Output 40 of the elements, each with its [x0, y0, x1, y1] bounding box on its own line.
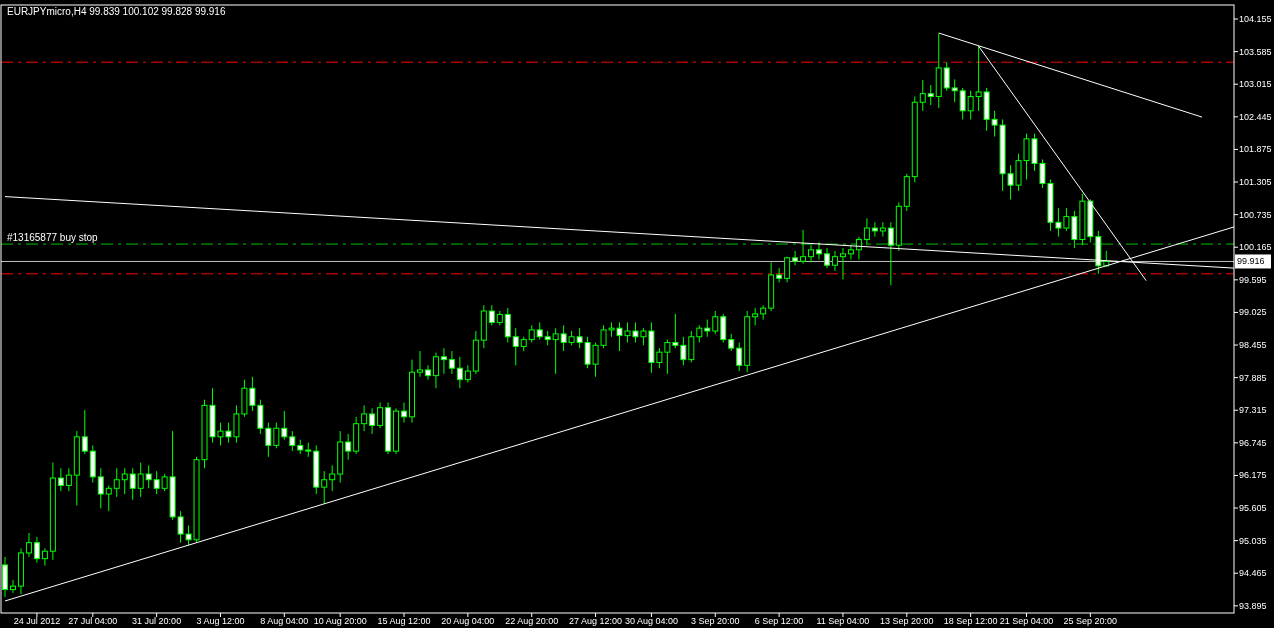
y-tick-label: 96.745	[1239, 437, 1267, 448]
ref-line-label: #13165877 buy stop	[7, 232, 99, 244]
y-tick-label: 97.885	[1239, 372, 1267, 383]
y-tick-label: 103.585	[1239, 46, 1272, 57]
y-tick-label: 95.605	[1239, 503, 1267, 514]
x-tick-label: 18 Sep 12:00	[943, 616, 998, 626]
x-tick-label: 15 Aug 12:00	[377, 616, 431, 626]
y-tick-label: 100.165	[1239, 242, 1272, 253]
x-tick-label: 13 Sep 20:00	[880, 616, 934, 626]
y-tick-label: 102.445	[1239, 111, 1272, 122]
x-tick-label: 8 Aug 04:00	[260, 616, 309, 626]
y-tick-label: 98.455	[1239, 340, 1267, 351]
x-tick-label: 20 Aug 04:00	[441, 616, 495, 626]
x-tick-label: 22 Aug 20:00	[505, 616, 559, 626]
x-tick-label: 30 Aug 04:00	[624, 616, 678, 626]
x-tick-label: 21 Sep 04:00	[999, 616, 1054, 626]
x-tick-label: 24 Jul 2012	[13, 616, 61, 626]
x-tick-label: 27 Jul 04:00	[68, 616, 118, 626]
y-tick-label: 94.465	[1239, 568, 1267, 579]
y-tick-label: 103.015	[1239, 79, 1272, 90]
y-tick-label: 101.875	[1239, 144, 1272, 155]
y-tick-label: 95.035	[1239, 535, 1267, 546]
y-tick-label: 96.175	[1239, 470, 1267, 481]
x-tick-label: 10 Aug 20:00	[313, 616, 367, 626]
x-tick-label: 3 Sep 20:00	[690, 616, 740, 626]
x-tick-label: 27 Aug 12:00	[569, 616, 623, 626]
y-tick-label: 97.315	[1239, 405, 1267, 416]
y-tick-label: 99.595	[1239, 274, 1267, 285]
ref-line-label: 99.916	[1237, 256, 1265, 267]
y-tick-label: 104.155	[1239, 14, 1272, 25]
x-tick-label: 11 Sep 04:00	[816, 616, 870, 626]
chart-title: EURJPYmicro,H4 99.839 100.102 99.828 99.916	[7, 6, 226, 17]
y-tick-label: 100.735	[1239, 209, 1272, 220]
x-tick-label: 25 Sep 20:00	[1063, 616, 1118, 626]
x-tick-label: 6 Sep 12:00	[754, 616, 804, 626]
y-tick-label: 101.305	[1239, 177, 1272, 188]
y-tick-label: 99.025	[1239, 307, 1267, 318]
x-tick-label: 3 Aug 12:00	[196, 616, 245, 626]
y-tick-label: 93.895	[1239, 600, 1267, 611]
x-tick-label: 31 Jul 20:00	[132, 616, 182, 626]
